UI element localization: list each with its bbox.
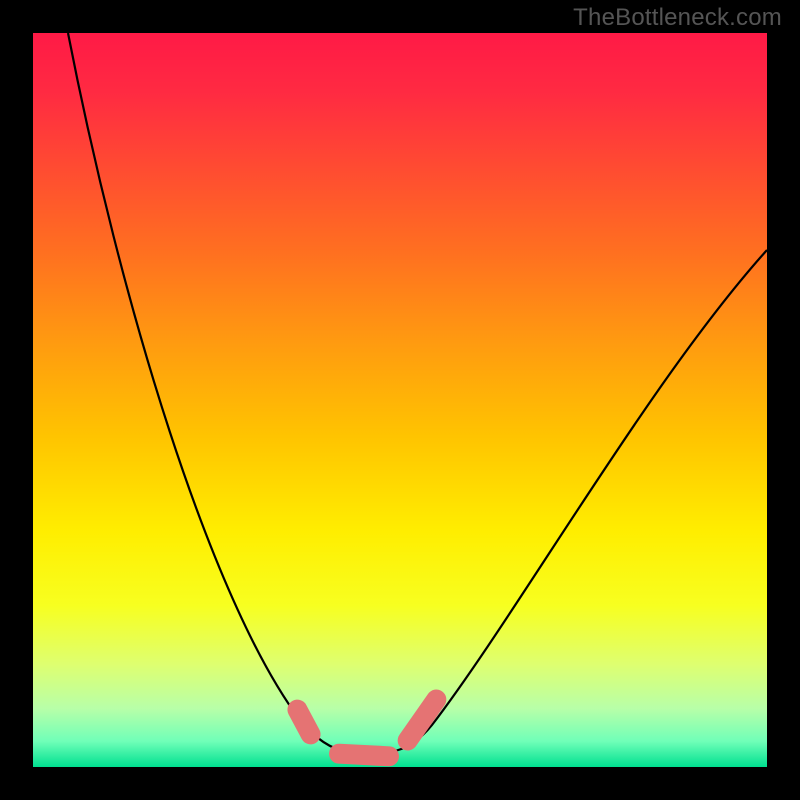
watermark-text: TheBottleneck.com	[573, 4, 782, 32]
chart-container: TheBottleneck.com	[0, 0, 800, 800]
bottleneck-curve-plot	[0, 0, 800, 800]
plot-background	[33, 33, 767, 767]
glyph-segment	[329, 743, 400, 767]
